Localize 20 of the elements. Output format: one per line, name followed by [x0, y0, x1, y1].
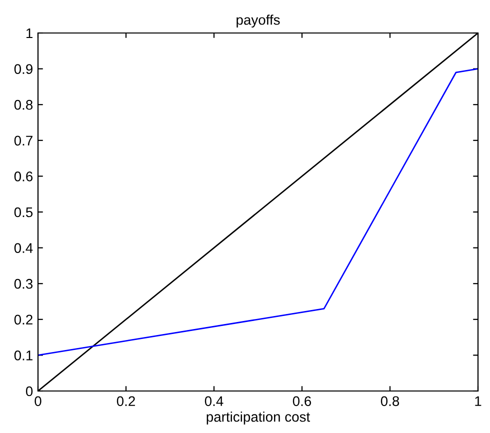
x-tick-label: 0 [34, 396, 42, 406]
y-tick-label: 0.2 [14, 314, 32, 325]
y-tick-label: 0 [26, 386, 33, 396]
y-tick-label: 0.9 [14, 64, 32, 74]
y-tick-label: 0.5 [14, 207, 33, 218]
y-tick-label: 0.6 [14, 172, 33, 182]
y-tick-label: 0.1 [14, 350, 32, 360]
x-tick-label: 0.2 [116, 396, 135, 406]
y-tick-label: 0.3 [14, 278, 33, 289]
chart-title: payoffs [236, 14, 280, 28]
x-tick-label: 0.8 [380, 396, 400, 406]
y-tick-label: 0.8 [14, 100, 33, 110]
x-tick-label: 1 [475, 396, 482, 406]
x-tick-label: 0.4 [204, 396, 224, 406]
y-tick-label: 0.7 [14, 136, 32, 146]
x-tick-label: 0.6 [292, 396, 312, 406]
y-tick-label: 1 [26, 28, 32, 38]
line-series [38, 68, 478, 356]
x-axis-title: participation cost [206, 412, 310, 425]
y-tick-label: 0.4 [14, 243, 33, 253]
